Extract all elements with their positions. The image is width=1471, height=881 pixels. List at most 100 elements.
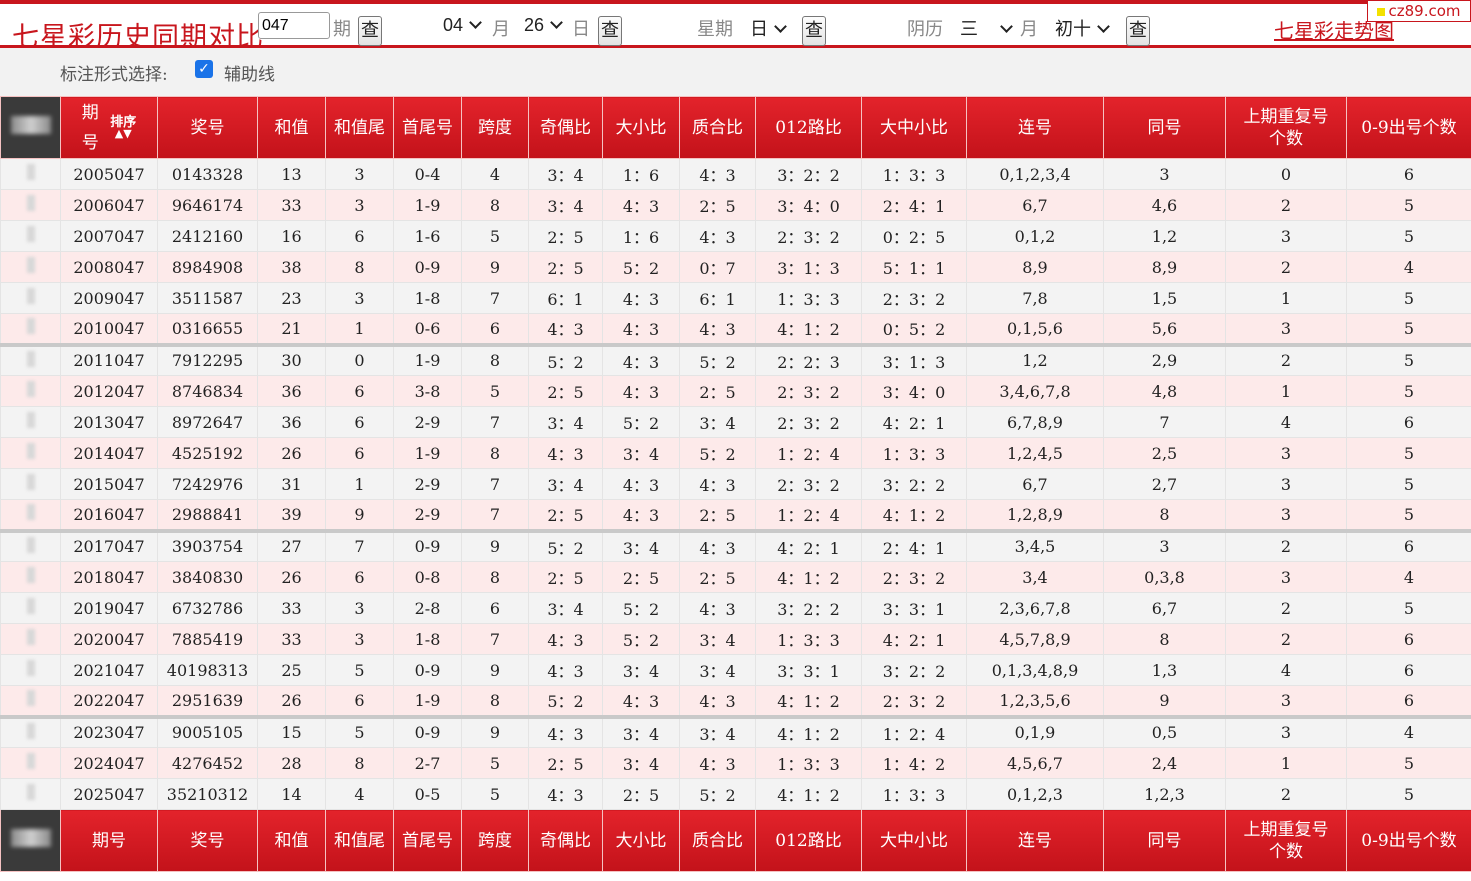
cell-repeat-prev: 2 xyxy=(1225,342,1347,376)
cell-road-012: 4：1：2 xyxy=(755,778,862,810)
cell-same: 2,7 xyxy=(1103,468,1226,500)
table-row: 2018047 3840830 26 6 0-8 8 2：5 2：5 2：5 4：1：2 2：3：2… xyxy=(0,561,1471,593)
cell-issue: 2011047 xyxy=(60,342,158,376)
table-row: 2013047 8972647 36 6 2-9 7 3：4 5：2 3：4 2：3：2 4：2：1… xyxy=(0,406,1471,438)
cell-odd-even: 4：3 xyxy=(528,778,603,810)
cell-head-tail: 0-8 xyxy=(393,561,462,593)
cell-bmd: 1：4：2 xyxy=(861,747,967,779)
cell-issue: 2025047 xyxy=(60,778,158,810)
header-repeat-prev: 上期重复号 个数 xyxy=(1225,96,1347,159)
cell-span: 8 xyxy=(461,561,529,593)
footer-big-small: 大小比 xyxy=(602,809,680,872)
blurred-image xyxy=(26,381,35,397)
table-row: 2011047 7912295 30 0 1-9 8 5：2 4：3 5：2 2：2：3 3：1：3… xyxy=(0,342,1471,376)
footer-span: 跨度 xyxy=(461,809,529,872)
cell-sum: 38 xyxy=(257,251,326,283)
cell-number: 7885419 xyxy=(157,623,258,655)
cell-prime-composite: 2：5 xyxy=(679,499,756,531)
cell-number: 4276452 xyxy=(157,747,258,779)
cell-issue: 2009047 xyxy=(60,282,158,314)
lunar-day-select[interactable]: 初十 xyxy=(1055,15,1110,41)
page-title: 七星彩历史同期对比 xyxy=(12,22,264,53)
query-weekday-button[interactable]: 查 xyxy=(802,16,826,46)
blurred-image xyxy=(26,690,35,707)
chevron-down-icon xyxy=(469,16,482,29)
cell-sum-tail: 6 xyxy=(325,685,394,717)
cell-head-tail: 3-8 xyxy=(393,375,462,407)
cell-digit-count: 4 xyxy=(1346,251,1471,283)
cell-digit-count: 6 xyxy=(1346,158,1471,190)
cell-big-small: 4：3 xyxy=(602,375,680,407)
cell-issue: 2021047 xyxy=(60,654,158,686)
table-row: 2020047 7885419 33 3 1-8 7 4：3 5：2 3：4 1：3：3 4：2：1… xyxy=(0,623,1471,655)
cell-head-tail: 0-4 xyxy=(393,158,462,190)
cell-issue: 2010047 xyxy=(60,313,158,345)
cell-bmd: 1：2：4 xyxy=(861,714,967,748)
cell-prime-composite: 4：3 xyxy=(679,685,756,717)
cell-same: 1,2,3 xyxy=(1103,778,1226,810)
lunar-month-select[interactable]: 三 xyxy=(960,15,1013,41)
table-row: 2014047 4525192 26 6 1-9 8 4：3 3：4 5：2 1：2：4 1：3：3… xyxy=(0,437,1471,469)
cell-span: 7 xyxy=(461,623,529,655)
cell-span: 8 xyxy=(461,437,529,469)
footer-repeat-prev: 上期重复号 个数 xyxy=(1225,809,1347,872)
cell-prime-composite: 4：3 xyxy=(679,747,756,779)
cell-consecutive: 6,7 xyxy=(966,189,1104,221)
cell-issue: 2014047 xyxy=(60,437,158,469)
row-thumb-cell xyxy=(0,499,61,531)
sort-control[interactable]: 排序 ▲▼ xyxy=(110,116,136,139)
query-lunar-button[interactable]: 查 xyxy=(1126,16,1150,46)
cell-road-012: 3：4：0 xyxy=(755,189,862,221)
trend-chart-link[interactable]: 七星彩走势图 xyxy=(1274,19,1394,43)
blurred-image xyxy=(26,536,35,553)
row-thumb-cell xyxy=(0,158,61,190)
issue-input[interactable] xyxy=(258,12,330,39)
weekday-select[interactable]: 日 xyxy=(750,15,787,41)
cell-prime-composite: 3：4 xyxy=(679,623,756,655)
header-big-small: 大小比 xyxy=(602,96,680,159)
cell-repeat-prev: 3 xyxy=(1225,468,1347,500)
guide-line-checkbox[interactable]: ✓ xyxy=(195,60,213,78)
cell-odd-even: 4：3 xyxy=(528,623,603,655)
cell-head-tail: 2-7 xyxy=(393,747,462,779)
cell-sum: 28 xyxy=(257,747,326,779)
cell-issue: 2017047 xyxy=(60,528,158,562)
blurred-image xyxy=(26,784,35,800)
month-unit-label: 月 xyxy=(492,19,510,40)
cell-road-012: 4：1：2 xyxy=(755,313,862,345)
cell-number: 9646174 xyxy=(157,189,258,221)
header-digit-count: 0-9出号个数 xyxy=(1346,96,1471,159)
cell-digit-count: 5 xyxy=(1346,189,1471,221)
cell-number: 7242976 xyxy=(157,468,258,500)
cell-head-tail: 1-9 xyxy=(393,437,462,469)
header-bmd: 大中小比 xyxy=(861,96,967,159)
header-issue[interactable]: 期 号 排序 ▲▼ xyxy=(60,96,158,159)
blurred-image xyxy=(26,567,35,583)
cell-number: 4525192 xyxy=(157,437,258,469)
cell-odd-even: 4：3 xyxy=(528,437,603,469)
cell-consecutive: 0,1,5,6 xyxy=(966,313,1104,345)
cell-sum-tail: 6 xyxy=(325,375,394,407)
cell-consecutive: 1,2 xyxy=(966,342,1104,376)
cell-number: 9005105 xyxy=(157,714,258,748)
cell-repeat-prev: 1 xyxy=(1225,375,1347,407)
blurred-image xyxy=(26,318,35,335)
cell-number: 2951639 xyxy=(157,685,258,717)
cell-road-012: 4：1：2 xyxy=(755,561,862,593)
query-date-button[interactable]: 查 xyxy=(598,16,622,46)
cell-repeat-prev: 3 xyxy=(1225,220,1347,252)
cell-bmd: 4：2：1 xyxy=(861,623,967,655)
blurred-image xyxy=(10,828,51,847)
cell-road-012: 3：2：2 xyxy=(755,158,862,190)
cell-sum: 36 xyxy=(257,375,326,407)
query-issue-button[interactable]: 查 xyxy=(358,16,382,46)
cell-span: 5 xyxy=(461,220,529,252)
blurred-image xyxy=(26,226,35,242)
day-select[interactable]: 26 xyxy=(524,15,563,36)
blurred-image xyxy=(26,443,35,459)
blurred-image xyxy=(26,164,35,180)
month-select[interactable]: 04 xyxy=(443,15,482,36)
header-sum-tail: 和值尾 xyxy=(325,96,394,159)
cell-digit-count: 5 xyxy=(1346,468,1471,500)
cell-sum-tail: 8 xyxy=(325,251,394,283)
